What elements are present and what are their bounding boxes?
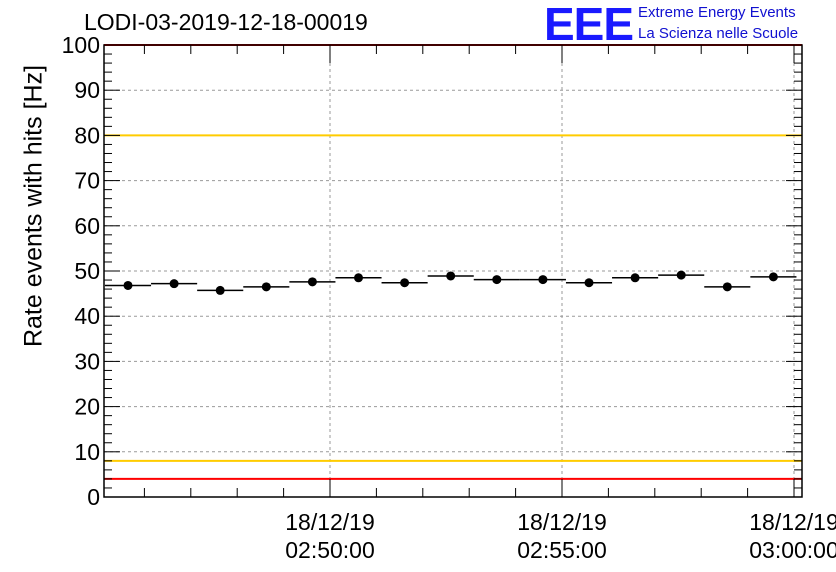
y-tick-label: 30 (74, 348, 100, 374)
data-point (630, 273, 640, 283)
y-tick-label: 0 (87, 484, 100, 510)
x-tick-label-time: 03:00:00 (749, 537, 836, 563)
y-tick-label: 80 (74, 122, 100, 148)
logo-subtitle-1: Extreme Energy Events (638, 4, 796, 21)
y-tick-label: 10 (74, 439, 100, 465)
x-tick-label-time: 02:50:00 (285, 537, 375, 563)
data-point (446, 271, 456, 281)
data-point (722, 282, 732, 292)
data-point (676, 270, 686, 280)
y-tick-label: 40 (74, 303, 100, 329)
data-point (123, 280, 133, 290)
y-tick-label: 90 (74, 77, 100, 103)
chart-title: LODI-03-2019-12-18-00019 (84, 9, 368, 35)
y-tick-label: 50 (74, 258, 100, 284)
data-point (768, 272, 778, 282)
y-tick-label: 60 (74, 213, 100, 239)
data-series (104, 270, 797, 295)
data-point (584, 278, 594, 288)
data-point (354, 273, 363, 283)
x-tick-label-time: 02:55:00 (517, 537, 607, 563)
data-point (261, 282, 271, 292)
y-tick-label: 100 (62, 32, 100, 58)
data-point (538, 275, 548, 285)
data-point (492, 275, 502, 285)
y-tick-label: 20 (74, 394, 100, 420)
data-point (215, 285, 225, 295)
y-axis-label: Rate events with hits [Hz] (19, 64, 48, 348)
data-point (400, 278, 410, 288)
data-point (307, 277, 317, 287)
logo-subtitle-2: La Scienza nelle Scuole (638, 25, 799, 42)
x-tick-label-date: 18/12/19 (517, 509, 607, 535)
y-tick-label: 70 (74, 168, 100, 194)
x-tick-label-date: 18/12/19 (749, 509, 836, 535)
eee-logo: EEE (544, 0, 634, 50)
data-point (169, 279, 179, 289)
x-tick-label-date: 18/12/19 (285, 509, 375, 535)
